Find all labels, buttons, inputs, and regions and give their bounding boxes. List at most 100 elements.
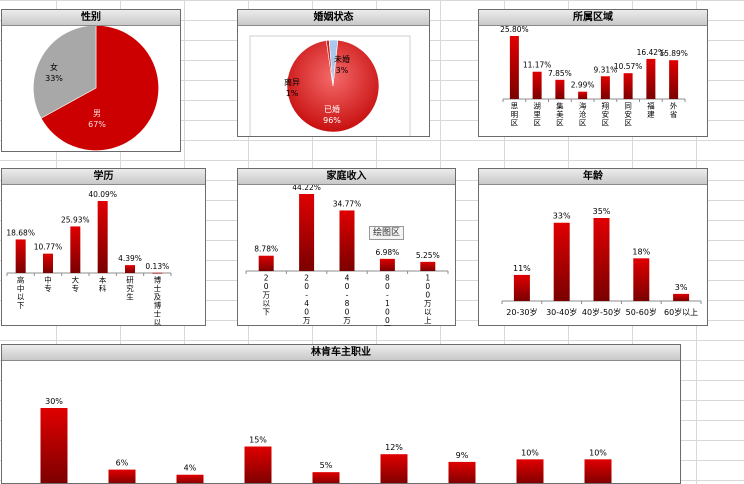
bar-data-label: 11%	[513, 264, 531, 273]
bar-data-label: 0.13%	[145, 262, 169, 271]
tick-char: 专	[72, 283, 80, 293]
bar-data-label: 7.85%	[548, 69, 572, 78]
pie-slice	[33, 26, 97, 119]
x-tick-label: 30-40岁	[546, 307, 577, 317]
bar	[623, 73, 633, 99]
tick-char: 区	[624, 119, 632, 128]
bar-data-label: 10%	[521, 448, 539, 457]
tick-char: 0	[385, 282, 390, 291]
pie-slice	[286, 39, 380, 133]
bar	[578, 91, 588, 99]
tick-char: 湖	[533, 102, 541, 111]
tick-char: 美	[556, 109, 564, 119]
bar-data-label: 5.25%	[416, 251, 440, 260]
bar-data-label: 18.68%	[6, 228, 35, 237]
bar	[312, 472, 340, 483]
tick-char: 生	[126, 292, 134, 302]
chart-title: 林肯车主职业	[2, 345, 680, 361]
tick-char: 安	[602, 109, 610, 119]
tick-char: 以	[17, 293, 25, 302]
tick-char: 下	[262, 308, 270, 317]
x-tick-label: 50-60岁	[626, 307, 657, 317]
tick-char: 明	[511, 110, 519, 119]
bar	[339, 210, 355, 271]
region-chart-panel[interactable]: 所属区域 25.80% 思明区 11.17% 湖里区 7.85% 集美区 2.99% 海沧区 9…	[478, 9, 708, 137]
bar-data-label: 9%	[456, 451, 469, 460]
tick-char: 专	[44, 283, 52, 293]
pie-slice-value: 96%	[323, 116, 341, 125]
bar-data-label: 6.98%	[375, 248, 399, 257]
tick-char: 2	[304, 274, 309, 283]
income-chart-panel[interactable]: 家庭收入 8.78% 2 0 万以下 44.22% 2 0-4 0 万 34.77% 4 0-8 0 万 6…	[237, 168, 456, 326]
tick-char: 安	[624, 109, 632, 119]
tick-char: 区	[511, 119, 519, 128]
bar-data-label: 5%	[320, 461, 333, 470]
tick-char: 万	[384, 325, 392, 326]
tick-char: 里	[533, 110, 541, 119]
tick-char: 大	[72, 275, 80, 285]
tick-char: 4	[304, 299, 309, 308]
bar-data-label: 34.77%	[333, 199, 362, 208]
bar	[553, 222, 570, 301]
tick-char: 建	[647, 109, 655, 119]
gender-chart-panel[interactable]: 性别 男 67% 女 33%	[1, 9, 181, 152]
x-tick-label: 翔安区	[602, 101, 610, 128]
tick-char: 0	[425, 291, 430, 300]
marital-pie-chart: 已婚 96% 离异 1% 未婚 3%	[249, 35, 411, 136]
tick-char: 区	[579, 119, 587, 128]
x-tick-label: 博士及博士以上	[154, 275, 162, 326]
tick-char: 中	[17, 283, 25, 293]
bar	[15, 239, 26, 273]
x-tick-label: 60岁以上	[664, 307, 698, 317]
bar	[176, 474, 204, 483]
tick-char: 万	[262, 291, 270, 300]
bar-data-label: 10%	[589, 448, 607, 457]
bar	[513, 274, 530, 301]
bar	[244, 446, 272, 483]
pie-slice-label: 离异	[284, 77, 300, 87]
tick-char: 以	[424, 308, 432, 317]
tick-char: 集	[556, 101, 564, 111]
bar	[448, 461, 476, 483]
tick-char: 福	[647, 102, 655, 111]
age-chart-panel[interactable]: 年龄 11% 20-30岁 33% 30-40岁 35% 40岁-50岁 18% 50-60岁…	[478, 168, 708, 326]
plot-area	[249, 35, 411, 136]
tick-char: 沧	[579, 109, 587, 119]
plot-area-tooltip: 绘图区	[369, 226, 405, 240]
x-tick-label: 海沧区	[579, 101, 587, 128]
marital-chart-panel[interactable]: 婚姻状态 已婚 96% 离异 1% 未婚 3%	[237, 9, 430, 137]
tick-char: 士	[154, 283, 162, 293]
x-tick-label: 集美区	[556, 101, 564, 128]
bar-data-label: 33%	[553, 212, 571, 221]
tick-char: 0	[264, 282, 269, 291]
chart-title: 学历	[2, 169, 205, 185]
income-bar-chart: 8.78%20万以下44.22%20-40万34.77%40-80万6.98%8…	[245, 185, 449, 326]
education-bar-chart: 18.68%高中以下10.77%中专25.93%大专40.09%本科4.39%研…	[6, 190, 172, 326]
bar-data-label: 4.39%	[118, 254, 142, 263]
bar	[258, 255, 274, 271]
pie-slice-value: 33%	[45, 74, 63, 83]
tick-char: 以	[154, 318, 162, 326]
occupation-chart-panel[interactable]: 林肯车主职业 30% 6% 4% 15% 5% 12% 9% 10% 10%	[1, 344, 681, 484]
bar-data-label: 40.09%	[88, 190, 117, 199]
tick-char: 万	[343, 316, 351, 325]
tick-char: 本	[99, 275, 107, 285]
bar-data-label: 16.42%	[637, 48, 666, 57]
x-tick-label: 福建	[647, 102, 655, 120]
bar	[152, 272, 163, 274]
tick-char: 思	[511, 102, 519, 111]
education-chart-panel[interactable]: 学历 18.68% 高中以下 10.77% 中专 25.93% 大专 40.09% 本科 4.3…	[1, 168, 206, 326]
x-tick-label: 20-30岁	[506, 307, 537, 317]
tick-char: 0	[345, 308, 350, 317]
tick-char: 省	[670, 109, 678, 119]
x-tick-label: 40岁-50岁	[582, 307, 621, 317]
tick-char: 区	[533, 119, 541, 128]
chart-title: 家庭收入	[238, 169, 455, 185]
tick-char: 研	[126, 276, 134, 285]
bar	[43, 253, 53, 273]
bar-data-label: 25.80%	[500, 26, 529, 34]
tick-char: -	[346, 291, 349, 300]
